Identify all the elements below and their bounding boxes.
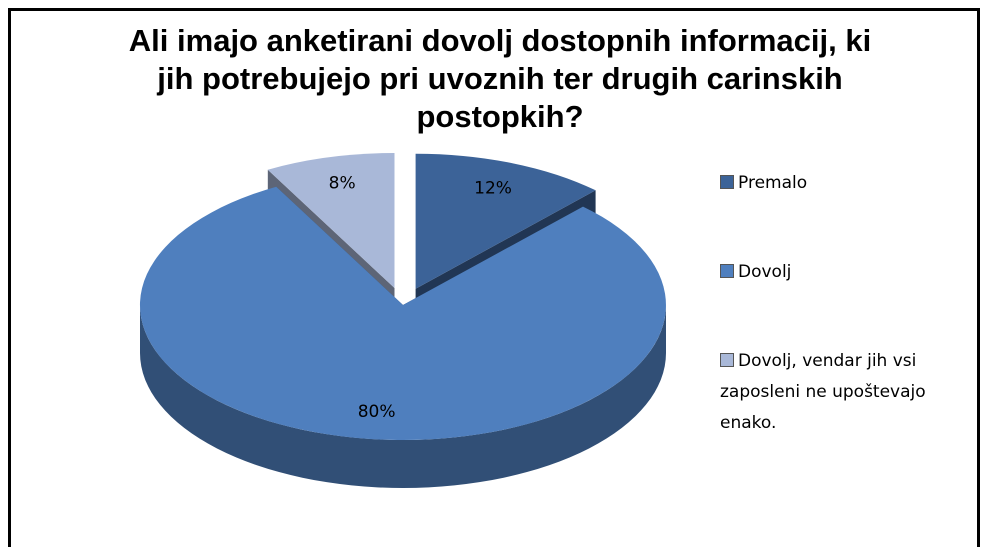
slice-top — [139, 186, 666, 441]
slice-top — [267, 153, 395, 288]
chart-title: Ali imajo anketirani dovolj dostopnih in… — [128, 23, 872, 134]
legend-item: Dovolj, vendar jih vsi zaposleni ne upoš… — [720, 346, 982, 439]
legend-label: Premalo — [738, 173, 808, 193]
slice-top — [415, 153, 596, 289]
legend-swatch — [720, 175, 734, 189]
chart-frame — [8, 8, 980, 547]
slice-side — [140, 305, 666, 488]
legend-swatch — [720, 264, 734, 278]
legend-label: Dovolj — [738, 262, 792, 282]
data-label: 12% — [474, 178, 512, 198]
legend-item: Dovolj — [720, 257, 982, 288]
legend: Premalo Dovolj Dovolj, vendar jih vsi zapo… — [720, 168, 982, 497]
legend-swatch — [720, 353, 734, 367]
data-label: 80% — [358, 402, 396, 422]
legend-item: Premalo — [720, 168, 982, 199]
slice — [139, 186, 666, 488]
data-label: 8% — [329, 173, 356, 193]
legend-label: Dovolj, vendar jih vsi zaposleni ne upoš… — [720, 351, 926, 433]
